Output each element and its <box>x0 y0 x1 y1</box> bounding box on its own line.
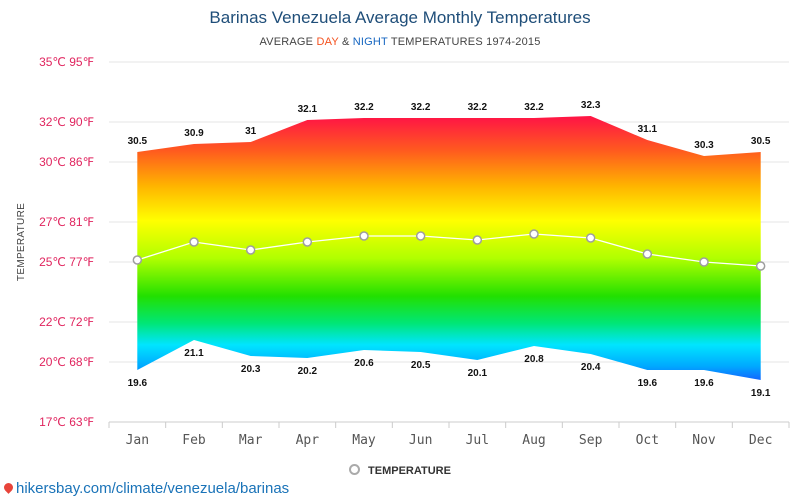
night-value-label: 20.1 <box>468 368 488 379</box>
x-tick-label: Nov <box>692 433 716 448</box>
average-point[interactable] <box>529 229 539 239</box>
x-tick-label: Aug <box>522 433 545 448</box>
y-tick-label: 20℃ 68℉ <box>39 355 94 369</box>
night-value-label: 19.6 <box>128 378 148 389</box>
day-value-label: 30.5 <box>128 136 148 147</box>
average-point[interactable] <box>132 255 143 265</box>
night-value-label: 21.1 <box>184 348 204 359</box>
day-night-band <box>137 116 761 380</box>
subtitle-amp: & <box>338 36 353 48</box>
subtitle-prefix: AVERAGE <box>259 36 317 48</box>
y-tick-label: 25℃ 77℉ <box>39 255 94 269</box>
average-point[interactable] <box>755 261 766 271</box>
source-link[interactable]: hikersbay.com/climate/venezuela/barinas <box>2 480 290 497</box>
x-tick-label: Jul <box>466 433 489 448</box>
night-value-label: 20.8 <box>524 354 544 365</box>
average-point[interactable] <box>642 249 653 259</box>
night-value-label: 20.2 <box>298 366 318 377</box>
chart-title: Barinas Venezuela Average Monthly Temper… <box>209 8 591 27</box>
x-tick-label: Feb <box>182 433 206 448</box>
y-tick-label: 30℃ 86℉ <box>39 155 94 169</box>
x-tick-label: Jan <box>126 433 149 448</box>
night-value-label: 20.4 <box>581 362 601 373</box>
day-value-label: 30.9 <box>184 128 204 139</box>
day-value-label: 31.1 <box>638 124 658 135</box>
axes: 35℃ 95℉ 32℃ 90℉ 30℃ 86℉ 27℃ 81℉ 25℃ 77℉ 22℃ 7… <box>39 55 790 448</box>
source-url: hikersbay.com/climate/venezuela/barinas <box>16 480 290 497</box>
x-tick-label: Dec <box>749 433 772 448</box>
y-axis-title: TEMPERATURE <box>16 203 27 281</box>
legend-marker-icon <box>349 464 361 475</box>
day-value-label: 30.3 <box>694 140 714 151</box>
average-point[interactable] <box>415 231 426 241</box>
day-value-label: 32.2 <box>468 102 488 113</box>
average-point[interactable] <box>245 245 256 255</box>
chart-subtitle: AVERAGE DAY & NIGHT TEMPERATURES 1974-20… <box>0 36 800 48</box>
average-point[interactable] <box>472 235 483 245</box>
night-value-label: 19.6 <box>694 378 714 389</box>
day-value-label: 31 <box>245 126 257 137</box>
y-tick-label: 32℃ 90℉ <box>39 115 94 129</box>
night-value-label: 20.3 <box>241 364 261 375</box>
day-value-label: 32.3 <box>581 100 601 111</box>
day-value-label: 32.2 <box>411 102 431 113</box>
legend-label: TEMPERATURE <box>368 465 451 477</box>
day-value-label: 32.1 <box>298 104 318 115</box>
x-tick-label: Sep <box>579 433 603 448</box>
x-tick-label: May <box>352 433 376 448</box>
data-labels: 30.5 30.9 31 32.1 32.2 32.2 32.2 32.2 32.3 31.1 30… <box>128 100 771 399</box>
subtitle-night: NIGHT <box>352 36 388 48</box>
x-tick-label: Jun <box>409 433 432 448</box>
x-tick-label: Oct <box>636 433 659 448</box>
night-value-label: 19.6 <box>638 378 658 389</box>
average-point[interactable] <box>585 233 596 243</box>
day-value-label: 30.5 <box>751 136 771 147</box>
night-value-label: 20.5 <box>411 360 431 371</box>
average-line-path <box>137 233 761 267</box>
y-tick-label: 35℃ 95℉ <box>39 55 94 69</box>
y-tick-label: 17℃ 63℉ <box>39 415 94 429</box>
average-point[interactable] <box>302 237 313 247</box>
day-value-label: 32.2 <box>524 102 544 113</box>
average-point[interactable] <box>189 237 199 247</box>
location-pin-icon <box>2 481 15 494</box>
x-tick-label: Apr <box>296 433 320 448</box>
subtitle-suffix: TEMPERATURES 1974-2015 <box>387 36 541 48</box>
temperature-range-area <box>137 116 761 380</box>
average-point[interactable] <box>359 231 369 241</box>
legend[interactable]: TEMPERATURE <box>0 464 800 477</box>
night-value-label: 19.1 <box>751 388 771 399</box>
y-tick-label: 27℃ 81℉ <box>39 215 94 229</box>
night-value-label: 20.6 <box>354 358 374 369</box>
subtitle-day: DAY <box>316 36 339 48</box>
x-tick-label: Mar <box>239 433 263 448</box>
average-temperature-line <box>132 229 766 271</box>
y-tick-label: 22℃ 72℉ <box>39 315 94 329</box>
day-value-label: 32.2 <box>354 102 374 113</box>
average-point[interactable] <box>699 257 709 267</box>
